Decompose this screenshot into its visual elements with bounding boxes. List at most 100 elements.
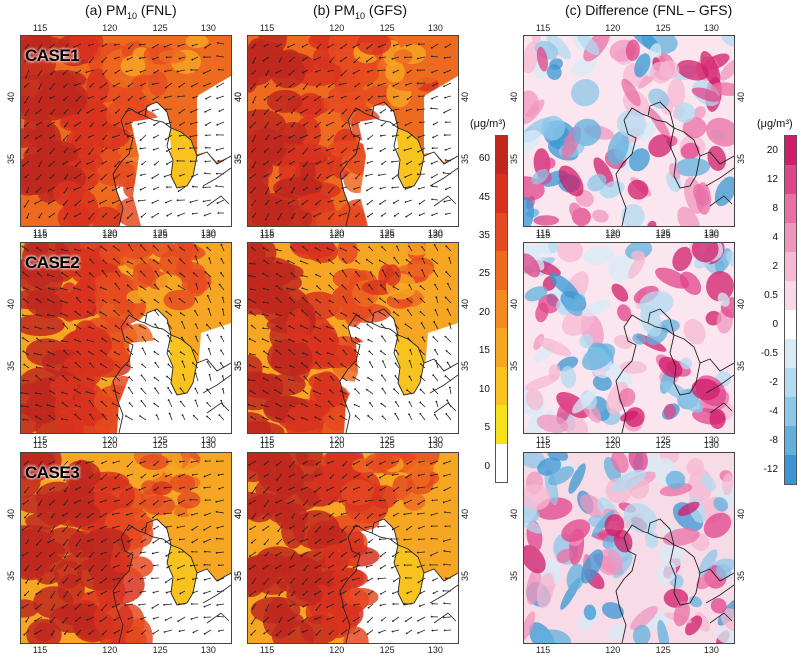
wind-arrow-head <box>100 349 102 352</box>
wind-arrow <box>127 56 134 60</box>
diff-blob <box>538 337 572 357</box>
wind-arrow <box>86 69 95 73</box>
wind-arrow-head <box>394 375 397 377</box>
pm10-blob <box>21 453 51 477</box>
wind-arrow-head <box>419 121 421 124</box>
wind-arrow-head <box>102 73 104 76</box>
wind-arrow-head <box>221 375 224 377</box>
wind-arrow-head <box>339 541 342 544</box>
wind-arrow <box>222 297 225 304</box>
wind-arrow <box>329 416 335 421</box>
wind-arrow-head <box>151 607 154 609</box>
wind-arrow-head <box>141 632 143 635</box>
wind-arrow-head <box>154 489 156 491</box>
colorbar-segment <box>785 368 796 397</box>
wind-arrow-head <box>86 618 88 621</box>
wind-arrow <box>302 629 309 633</box>
wind-arrow <box>394 298 400 304</box>
wind-arrow-head <box>60 417 63 420</box>
wind-arrow-head <box>153 527 155 530</box>
wind-arrow-head <box>102 124 104 127</box>
wind-arrow-head <box>101 150 104 153</box>
wind-arrow <box>139 603 147 606</box>
wind-arrow-head <box>275 297 278 300</box>
lon-tick-label: 130 <box>200 23 216 33</box>
pm10-blob <box>248 278 279 309</box>
wind-arrow-head <box>47 541 50 544</box>
wind-arrow <box>153 259 160 265</box>
wind-arrow <box>353 199 361 206</box>
wind-arrow-head <box>366 47 369 50</box>
lat-tick-label: 40 <box>509 298 520 309</box>
wind-arrow-head <box>75 516 78 519</box>
wind-arrow-head <box>315 203 317 206</box>
wind-arrow-head <box>339 490 342 493</box>
wind-arrow-head <box>351 124 354 126</box>
wind-arrow <box>449 323 452 330</box>
diff-blob <box>524 545 546 574</box>
wind-arrow-head <box>403 564 406 567</box>
colorbar-segment <box>496 136 507 175</box>
wind-arrow <box>166 525 173 528</box>
wind-arrow <box>327 616 335 620</box>
wind-arrow <box>64 212 69 219</box>
wind-arrow <box>393 577 400 582</box>
wind-arrow <box>217 525 225 529</box>
wind-arrow-head <box>153 402 156 405</box>
wind-arrow-head <box>429 462 432 465</box>
diff-blob <box>572 118 602 147</box>
wind-arrow <box>47 365 56 369</box>
wind-arrow-head <box>378 311 381 314</box>
wind-arrow-head <box>25 76 27 79</box>
diff-blob <box>710 598 727 614</box>
wind-arrow <box>191 512 199 516</box>
wind-arrow <box>139 325 147 330</box>
wind-arrow-head <box>367 593 370 596</box>
wind-arrow <box>315 616 322 620</box>
diff-blob <box>674 102 696 123</box>
wind-arrow-head <box>405 551 407 553</box>
wind-arrow <box>406 160 413 165</box>
wind-arrow <box>444 199 452 202</box>
wind-arrow-head <box>278 621 281 623</box>
wind-arrow <box>393 147 400 151</box>
wind-arrow-head <box>392 620 394 623</box>
wind-arrow <box>89 272 95 278</box>
wind-arrow-head <box>301 203 304 206</box>
pm10-blob <box>21 260 42 279</box>
wind-arrow-head <box>420 246 423 248</box>
wind-arrow <box>431 55 439 58</box>
wind-arrow <box>178 499 186 504</box>
wind-arrow-head <box>125 591 127 594</box>
wind-arrow <box>276 82 283 87</box>
japan-coastline <box>202 584 231 624</box>
coastline <box>144 101 172 130</box>
wind-arrow <box>252 160 257 168</box>
wind-arrow-head <box>252 114 254 117</box>
wind-arrow-head <box>409 349 412 351</box>
wind-arrow-head <box>63 125 66 128</box>
wind-arrow-head <box>215 460 218 463</box>
wind-arrow-head <box>139 577 142 580</box>
pm10-blob <box>343 587 379 607</box>
wind-arrow-head <box>220 258 223 260</box>
wind-arrow-head <box>151 577 153 580</box>
wind-arrow-head <box>380 124 383 127</box>
wind-arrow <box>406 108 413 112</box>
wind-arrow-head <box>86 310 89 313</box>
wind-arrow-head <box>206 415 208 418</box>
wind-arrow <box>153 245 160 252</box>
wind-arrow-head <box>301 274 303 277</box>
wind-arrow-head <box>35 543 38 546</box>
wind-arrow <box>125 603 134 606</box>
wind-arrow-head <box>220 272 222 274</box>
wind-arrow-head <box>314 475 317 477</box>
wind-arrow <box>36 173 43 180</box>
map-field <box>21 243 231 433</box>
wind-arrow-head <box>88 632 91 635</box>
wind-arrow <box>445 297 452 304</box>
wind-arrow-head <box>34 202 37 205</box>
wind-arrow-head <box>23 125 26 128</box>
diff-blob <box>560 366 577 389</box>
wind-arrow-head <box>341 177 344 180</box>
